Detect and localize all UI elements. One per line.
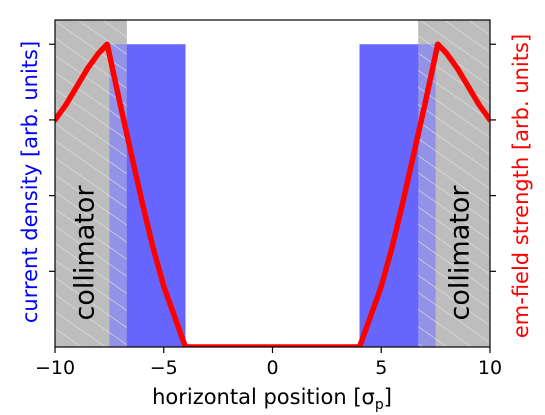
em-field-line-group (55, 41, 490, 347)
x-axis-label: horizontal position [σp] (152, 385, 392, 413)
left-y-axis-label: current density [arb. units] (18, 41, 42, 323)
x-tick-label-0: −10 (35, 357, 75, 379)
x-tick-label-3: 5 (375, 357, 387, 379)
x-tick-label-2: 0 (266, 357, 278, 379)
collimator-label-left: collimator (70, 185, 101, 321)
em-field-line (55, 41, 490, 347)
y-axis-ticks (49, 43, 496, 272)
x-tick-label-4: 10 (478, 357, 502, 379)
current-density-bars (109, 44, 436, 347)
x-tick-label-1: −5 (150, 357, 178, 379)
collimator-label-right: collimator (445, 185, 476, 321)
right-y-axis-label: em-field strength [arb. units] (509, 34, 533, 338)
x-axis-ticks: −10 −5 0 5 10 (35, 347, 502, 379)
collimator-hatching (55, 20, 490, 347)
